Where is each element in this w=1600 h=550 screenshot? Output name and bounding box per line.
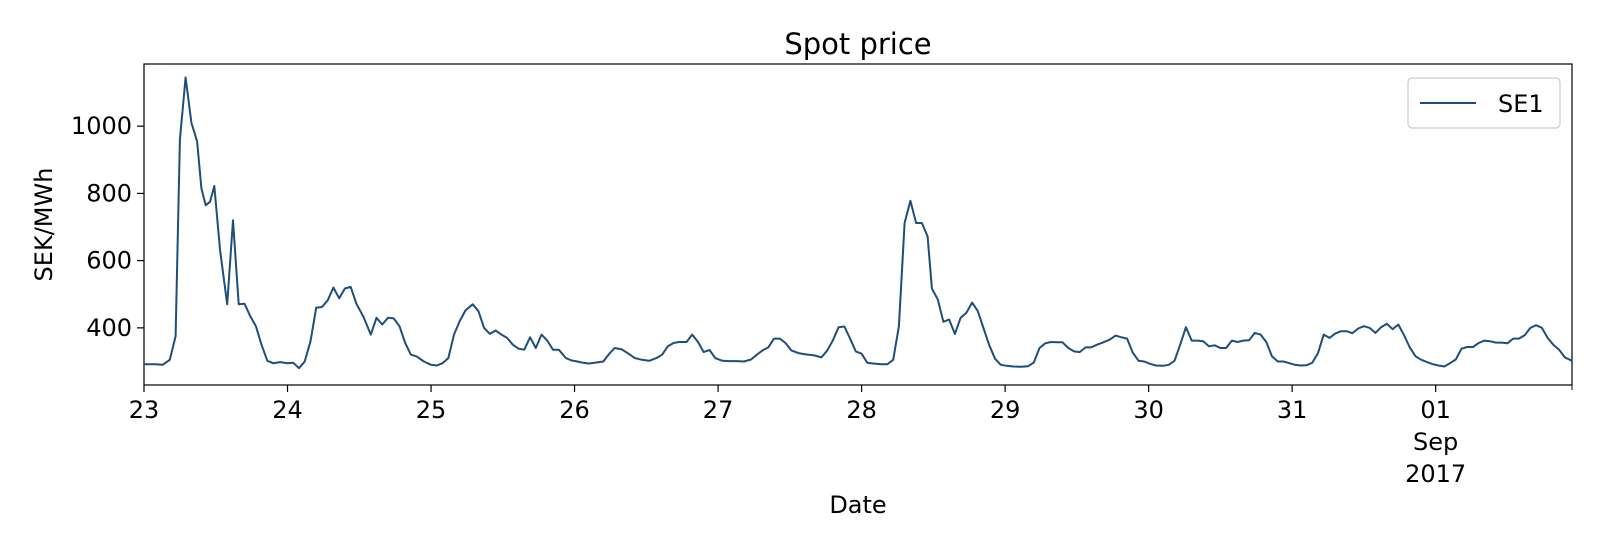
x-tick-label: 31 (1277, 396, 1308, 424)
y-tick-label: 400 (86, 314, 132, 342)
y-tick-label: 600 (86, 247, 132, 275)
x-tick-label: 01 (1420, 396, 1451, 424)
series-line-se1 (144, 76, 1573, 370)
x-tick-label: 27 (703, 396, 734, 424)
y-axis-label: SEK/MWh (30, 168, 58, 282)
x-tick-label: 24 (272, 396, 303, 424)
x-tick-year-label: 2017 (1405, 460, 1466, 488)
legend-label: SE1 (1498, 90, 1544, 118)
x-tick-label: 28 (846, 396, 877, 424)
y-tick-label: 800 (86, 179, 132, 207)
x-axis-label: Date (829, 491, 886, 519)
x-tick-month-label: Sep (1413, 428, 1458, 456)
x-tick-label: 25 (416, 396, 447, 424)
x-tick-label: 26 (559, 396, 590, 424)
y-tick-label: 1000 (71, 112, 132, 140)
legend-box (1407, 77, 1561, 129)
x-tick-label: 30 (1133, 396, 1164, 424)
chart-title: Spot price (784, 27, 931, 61)
plot-area (143, 63, 1573, 386)
plot-frame (143, 63, 1573, 386)
y-axis-label-group: SEK/MWh (30, 168, 58, 282)
y-axis-ticks: 400 600 800 1000 (71, 112, 144, 342)
x-tick-label: 23 (129, 396, 160, 424)
legend: SE1 (1407, 77, 1561, 129)
x-axis-ticks: 23 24 25 26 27 28 29 30 31 01 Sep 2017 (129, 385, 1573, 488)
x-tick-label: 29 (990, 396, 1021, 424)
